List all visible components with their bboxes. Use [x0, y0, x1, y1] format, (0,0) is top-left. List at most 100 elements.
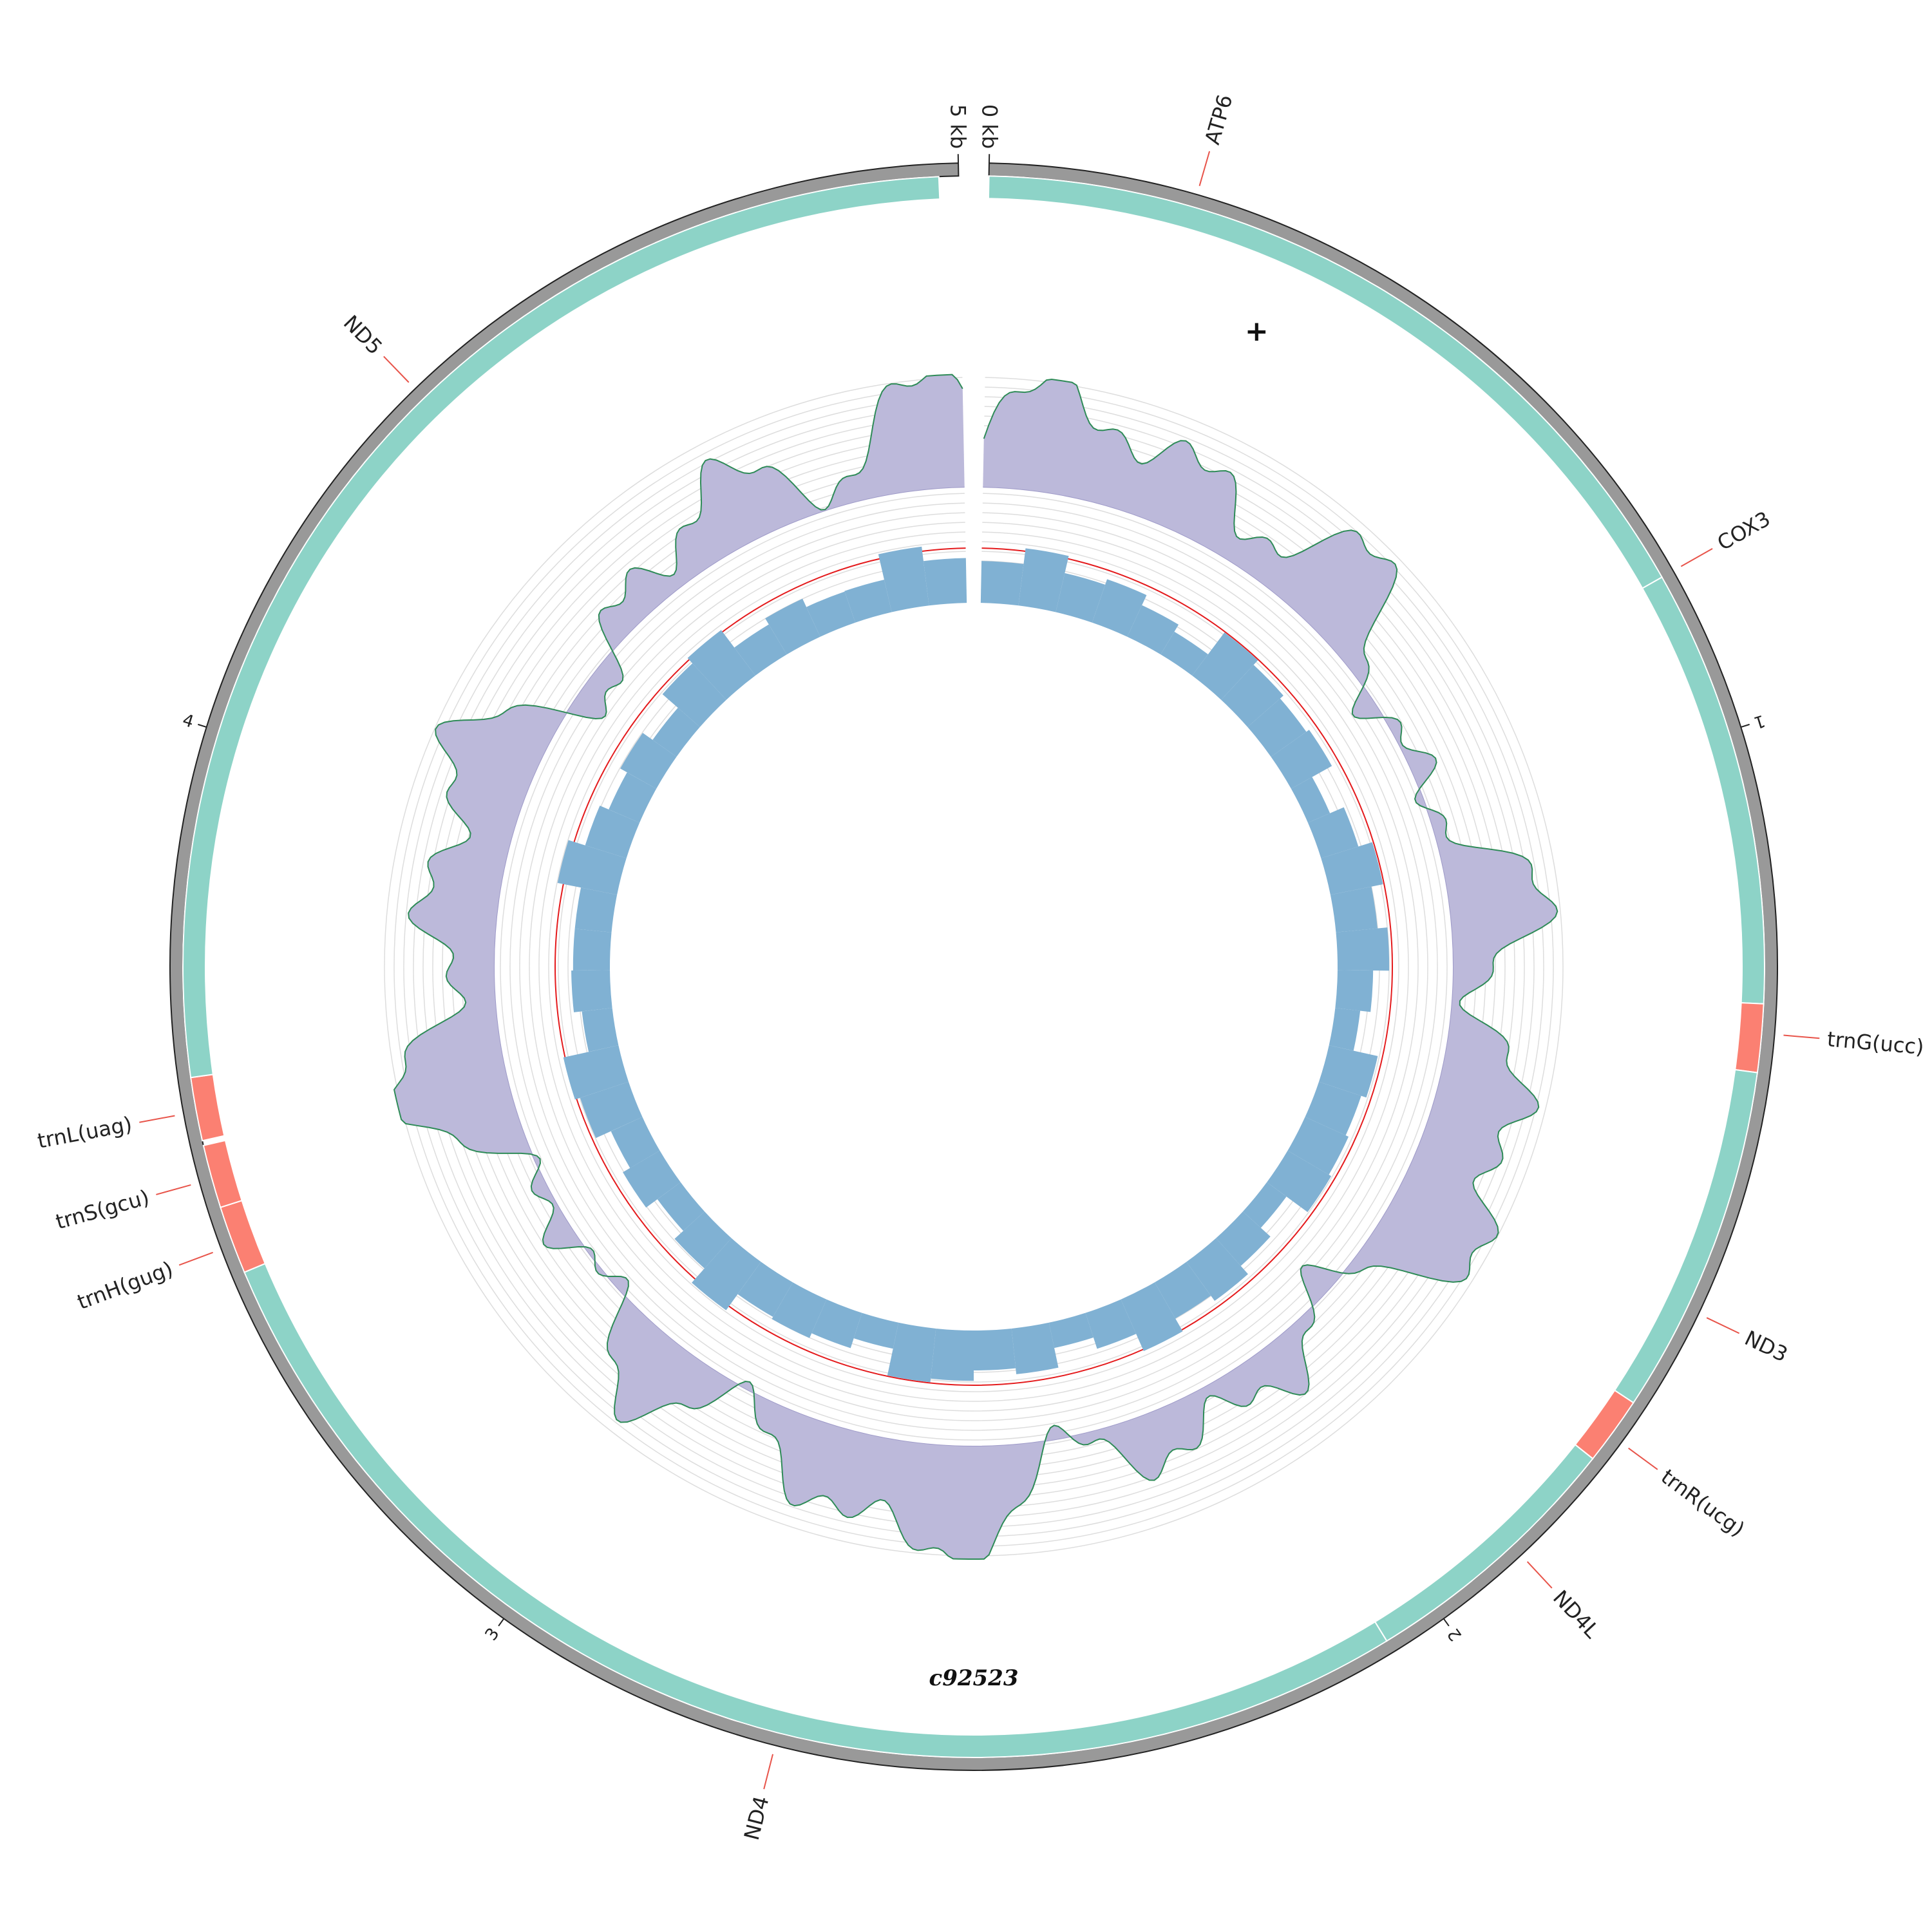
gc-bar [1056, 573, 1106, 623]
gc-bar [974, 1328, 1016, 1371]
scale-end-label: 5 kb [946, 104, 971, 149]
gc-bar [1321, 842, 1383, 895]
gc-bar [1271, 730, 1332, 789]
gc-bar [571, 970, 612, 1012]
gc-bar [853, 1312, 899, 1349]
feature-trng-ucc- [1734, 1002, 1765, 1074]
gc-bar [657, 1182, 705, 1231]
feature-atp6 [987, 175, 1663, 589]
feature-nd3 [1613, 1068, 1759, 1404]
gc-bar [692, 1238, 761, 1311]
label-leader-line [1628, 1447, 1658, 1470]
gc-bar [1221, 665, 1283, 727]
gc-bar [1247, 698, 1307, 757]
feature-nd4 [243, 1262, 1388, 1758]
scale-tick-label: 4 [180, 710, 196, 732]
label-leader-line [763, 1754, 774, 1790]
feature-ring [182, 175, 1765, 1758]
gc-bar [1318, 1045, 1378, 1098]
gc-bar [563, 1045, 629, 1100]
gc-bar [1192, 632, 1258, 700]
grid-ring [519, 512, 1428, 1421]
gc-bar [1186, 1238, 1248, 1302]
feature-label: ND5 [339, 310, 387, 359]
scale-start-label: 0 kb [977, 104, 1001, 149]
coverage-outline [393, 374, 1558, 1560]
gc-bar [573, 929, 612, 971]
feature-nd5 [182, 176, 941, 1079]
label-leader-line [383, 355, 410, 383]
gc-bar [1267, 1150, 1332, 1213]
gc-bar [582, 1008, 619, 1052]
gc-content-track [557, 546, 1390, 1383]
gc-bar [1330, 886, 1378, 933]
label-leader-line [1706, 1317, 1740, 1334]
label-leader-line [156, 1184, 191, 1195]
gc-bar [1127, 605, 1179, 655]
scale-tick [1443, 1618, 1450, 1627]
feature-label: ND3 [1741, 1325, 1792, 1367]
feature-label: ATP6 [1200, 92, 1237, 147]
grid-ring [509, 502, 1438, 1431]
feature-labels: ATP6 COX3 trnG(ucc) ND3 trnR(ucg) ND4L ND4 trnH… [35, 92, 1925, 1843]
gc-bar [734, 624, 787, 676]
gc-bar [772, 1282, 827, 1338]
gc-bar [1011, 1322, 1059, 1374]
gc-bar [652, 707, 700, 757]
gc-bar [1160, 631, 1208, 676]
grid-ring [529, 522, 1419, 1412]
gc-bar [1305, 1081, 1361, 1136]
gc-bar [1092, 579, 1147, 637]
label-leader-line [1198, 151, 1211, 186]
gc-bar [1048, 1312, 1094, 1349]
gc-bar [878, 546, 929, 612]
label-leader-line [1526, 1561, 1553, 1589]
scale-tick-label: 1 [1752, 710, 1768, 732]
scale-tick [198, 723, 207, 728]
gc-bar [580, 1081, 643, 1139]
gc-bar [765, 598, 820, 655]
gc-bar [611, 1117, 660, 1168]
gc-bar [1335, 970, 1374, 1012]
gc-bar [1287, 1117, 1349, 1175]
gc-bar [1085, 1299, 1137, 1349]
feature-label: ND4 [739, 1794, 774, 1842]
contig-name: c92523 [929, 1665, 1019, 1691]
gc-bar [585, 805, 640, 858]
gc-bar [1018, 548, 1069, 612]
grid-ring [548, 541, 1399, 1392]
gc-bar [574, 887, 618, 933]
feature-label: trnS(gcu) [53, 1185, 152, 1235]
gc-bar [1216, 1211, 1271, 1266]
label-leader-line [1783, 1034, 1820, 1039]
scale-tick [1740, 723, 1750, 728]
gc-bar [557, 840, 627, 895]
grid-ring [558, 551, 1390, 1383]
feature-label: trnG(ucc) [1826, 1027, 1925, 1059]
gc-bar [609, 772, 657, 823]
feature-trns-gcu- [202, 1139, 243, 1209]
feature-label: trnL(uag) [35, 1112, 134, 1153]
label-leader-line [178, 1251, 213, 1266]
gc-bar [1242, 1182, 1287, 1228]
scale-tick [498, 1618, 505, 1627]
gc-bar [674, 1211, 732, 1269]
strand-marker: + [1245, 315, 1269, 348]
grid-ring [606, 599, 1341, 1334]
grid-ring [500, 493, 1448, 1441]
feature-label: trnR(ucg) [1656, 1464, 1749, 1542]
label-leader-line [139, 1115, 175, 1123]
feature-label: trnH(gug) [74, 1256, 176, 1314]
scale-tick-label: 2 [1444, 1624, 1466, 1644]
gc-bar [980, 561, 1024, 606]
gc-bar [844, 580, 892, 623]
gc-bar [1121, 1282, 1183, 1351]
coverage-baseline [493, 486, 1454, 1447]
coverage-track [393, 374, 1558, 1560]
gc-bar [620, 733, 677, 789]
gc-bar [811, 1299, 862, 1349]
label-leader-line [1680, 548, 1713, 567]
gc-bar [1336, 927, 1390, 971]
gc-bar [923, 558, 967, 606]
